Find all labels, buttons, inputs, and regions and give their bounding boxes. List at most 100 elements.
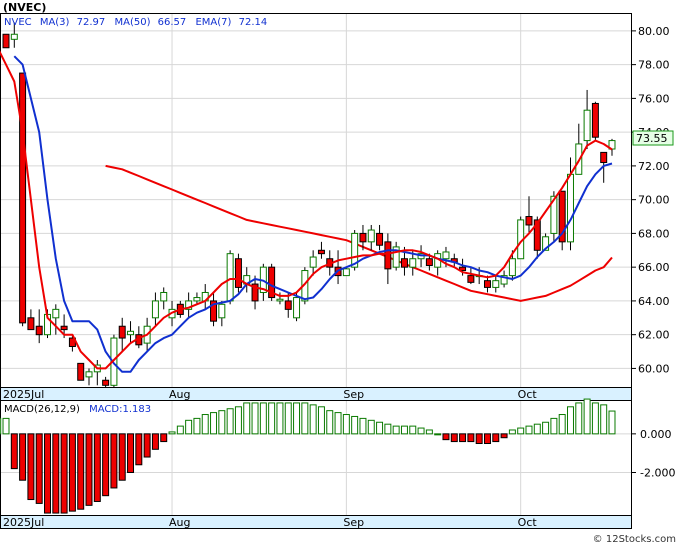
candle-down (384, 241, 392, 270)
macd-bar-positive (567, 406, 574, 435)
macd-bar-positive (359, 417, 367, 435)
macd-bar-positive (259, 402, 267, 435)
macd-bar-positive (351, 415, 359, 435)
x-tick-label: Aug (169, 516, 190, 529)
watermark: © 12Stocks.com (593, 534, 676, 545)
candle-up (151, 300, 159, 319)
candle-up (293, 297, 301, 319)
x-tick-label: Aug (169, 388, 190, 401)
macd-bar-positive (409, 425, 417, 435)
ma3-layer (0, 50, 613, 370)
macd-bar-positive (376, 421, 384, 435)
candle-up (218, 303, 226, 319)
macd-bar-positive (234, 406, 242, 435)
candle-down (483, 280, 491, 288)
x-tick-label: 2025Jul (3, 388, 44, 401)
candle-down (268, 266, 276, 299)
macd-tick-label: 0.000 (640, 428, 672, 441)
macd-panel: 0.000 -2.000 MACD(26,12,9) MACD:1.183 (0, 398, 675, 516)
candle-down (210, 300, 218, 322)
candle-up (442, 251, 450, 260)
macd-bar-positive (384, 423, 392, 435)
candle-up (193, 297, 201, 302)
macd-bar-positive (417, 427, 425, 435)
macd-bar-positive (508, 429, 516, 435)
candle-down (459, 266, 467, 272)
candle-down (467, 275, 475, 283)
macd-bar-negative (19, 433, 27, 481)
candle-down (558, 190, 566, 243)
macd-bar-negative (93, 433, 101, 502)
macd-bar-positive (575, 402, 583, 435)
price-tick-label: 62.00 (638, 329, 670, 342)
candle-down (533, 219, 541, 251)
candle-up (542, 236, 550, 251)
legend-ma3-value: 72.97 (77, 17, 106, 28)
candle-up (550, 195, 558, 234)
candle-down (591, 102, 599, 138)
macd-bar-negative (442, 433, 450, 441)
macd-bar-positive (251, 402, 259, 435)
macd-bar-positive (276, 402, 284, 435)
candle-up (85, 371, 93, 378)
macd-bar-negative (35, 433, 43, 504)
macd-bar-negative (118, 433, 126, 481)
macd-bar-positive (309, 404, 317, 435)
candle-down (77, 362, 85, 381)
chart-title: (NVEC) (3, 1, 46, 14)
macd-tick-label: -2.000 (640, 466, 675, 479)
x-tick-label: Sep (343, 388, 364, 401)
macd-bar-positive (533, 423, 541, 435)
macd-bar-positive (434, 433, 442, 436)
macd-bar-positive (400, 425, 408, 435)
candle-up (342, 268, 350, 277)
ema7-layer (13, 55, 613, 373)
macd-bar-positive (218, 410, 226, 435)
macd-bar-negative (143, 433, 151, 458)
candle-down (27, 317, 35, 331)
macd-bar-positive (243, 402, 251, 435)
macd-bar-positive (550, 417, 558, 435)
price-x-labels: 2025Jul Aug Sep Oct (3, 388, 537, 401)
candle-up (583, 109, 591, 142)
price-tick-label: 60.00 (638, 362, 670, 375)
macd-params: MACD(26,12,9) (4, 404, 80, 415)
macd-histogram (0, 398, 616, 514)
candle-up (226, 253, 234, 302)
macd-bar-negative (450, 433, 458, 443)
macd-bar-positive (185, 419, 193, 435)
macd-bar-negative (77, 433, 85, 510)
price-tick-label: 70.00 (638, 194, 670, 207)
x-tick-label: Oct (518, 388, 538, 401)
candle-down (102, 379, 110, 386)
legend-ema7-value: 72.14 (239, 17, 268, 28)
price-plot-frame (0, 13, 632, 388)
macd-bar-positive (201, 414, 209, 435)
macd-bar-negative (102, 433, 110, 497)
macd-bar-positive (326, 410, 334, 435)
macd-bar-positive (293, 402, 301, 435)
candle-down (359, 232, 367, 243)
macd-bar-negative (44, 433, 51, 514)
macd-bar-positive (226, 408, 234, 435)
candle-down (35, 325, 43, 336)
macd-bar-negative (151, 433, 159, 450)
last-price-marker: 73.55 (632, 130, 674, 146)
macd-bar-negative (467, 433, 475, 443)
macd-bar-positive (268, 402, 276, 435)
x-tick-label: Oct (518, 516, 538, 529)
macd-bar-negative (492, 433, 500, 443)
macd-bar-positive (334, 412, 342, 435)
x-tick-label: 2025Jul (3, 516, 44, 529)
candle-up (500, 275, 508, 285)
candle-up (127, 330, 135, 336)
macd-bar-positive (558, 414, 566, 435)
price-tick-label: 72.00 (638, 160, 670, 173)
macd-bar-negative (85, 433, 93, 506)
candle-up (392, 246, 400, 268)
ema7-line (13, 55, 613, 373)
candle-up (185, 300, 193, 310)
macd-value: MACD:1.183 (89, 404, 151, 415)
candle-down (425, 258, 433, 266)
